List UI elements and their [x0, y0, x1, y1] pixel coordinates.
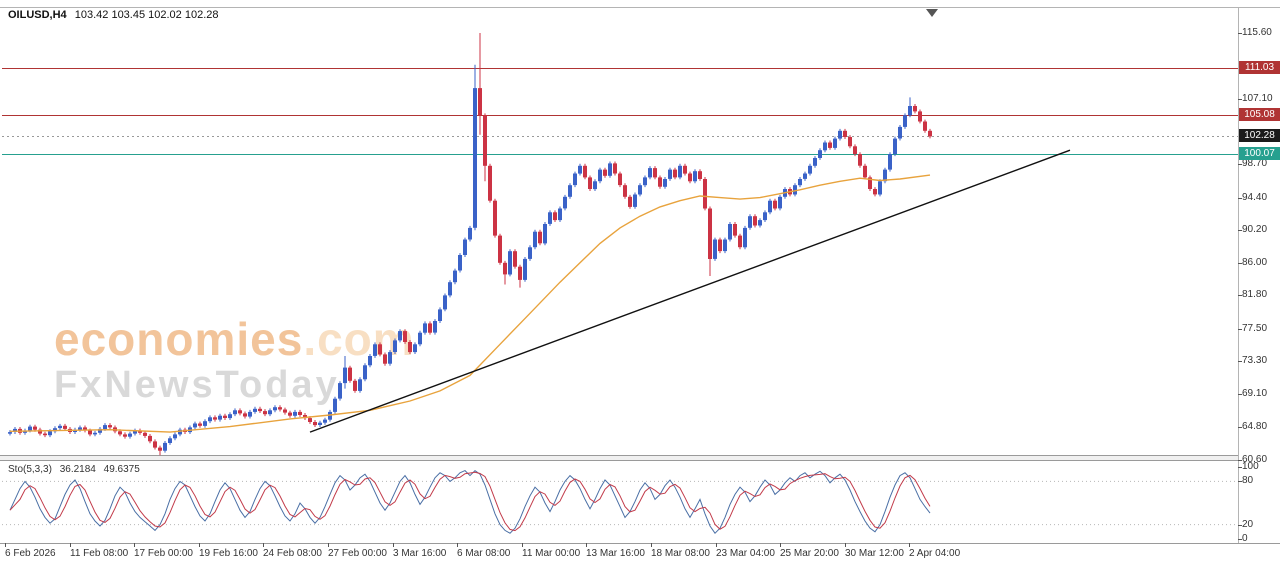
- price-tick-label: 86.00: [1242, 257, 1268, 268]
- price-tick-label: 94.40: [1242, 192, 1268, 203]
- stochastic-tick-label: 20: [1242, 519, 1254, 530]
- stochastic-tick-label: 100: [1242, 461, 1259, 472]
- date-label: 11 Mar 00:00: [522, 548, 581, 559]
- watermark-brand-text: economies: [54, 313, 304, 365]
- chart-shift-marker: [926, 9, 938, 17]
- stochastic-main-value: 36.2184: [59, 464, 96, 475]
- price-tick-label: 98.70: [1242, 158, 1268, 169]
- date-label: 2 Apr 04:00: [909, 548, 961, 559]
- stochastic-tick-label: 0: [1242, 533, 1248, 544]
- date-label: 3 Mar 16:00: [393, 548, 447, 559]
- date-label: 30 Mar 12:00: [845, 548, 904, 559]
- price-tick-label: 81.80: [1242, 289, 1268, 300]
- date-label: 18 Mar 08:00: [651, 548, 710, 559]
- date-label: 27 Feb 00:00: [328, 548, 387, 559]
- date-label: 24 Feb 08:00: [263, 548, 322, 559]
- date-label: 6 Mar 08:00: [457, 548, 511, 559]
- price-tick-label: 90.20: [1242, 224, 1268, 235]
- price-tick-label: 69.10: [1242, 388, 1268, 399]
- price-level-badge: 100.07: [1239, 147, 1280, 160]
- date-label: 6 Feb 2026: [5, 548, 56, 559]
- price-level-badge: 102.28: [1239, 129, 1280, 142]
- date-label: 19 Feb 16:00: [199, 548, 258, 559]
- price-tick-label: 64.80: [1242, 421, 1268, 432]
- stochastic-info: Sto(5,3,3) 36.2184 49.6375: [8, 464, 145, 475]
- price-tick-label: 73.30: [1242, 355, 1268, 366]
- stochastic-tick-label: 80: [1242, 475, 1254, 486]
- candlestick-series: [8, 33, 932, 456]
- date-label: 17 Feb 00:00: [134, 548, 193, 559]
- stochastic-signal-line: [9, 471, 931, 532]
- watermark-tagline: FxNewsToday: [54, 364, 340, 406]
- symbol-timeframe-label: OILUSD,H4: [8, 9, 67, 21]
- price-level-badge: 105.08: [1239, 108, 1280, 121]
- moving-average-line: [9, 174, 931, 433]
- symbol-info: OILUSD,H4 103.42 103.45 102.02 102.28: [8, 9, 219, 21]
- date-label: 23 Mar 04:00: [716, 548, 775, 559]
- price-tick-label: 60.60: [1242, 454, 1268, 465]
- date-label: 13 Mar 16:00: [586, 548, 645, 559]
- price-tick-label: 77.50: [1242, 323, 1268, 334]
- date-label: 11 Feb 08:00: [70, 548, 129, 559]
- panel-divider[interactable]: [0, 456, 1238, 460]
- price-tick-label: 115.60: [1242, 27, 1272, 38]
- stochastic-main-line: [9, 469, 931, 534]
- ohlc-values: 103.42 103.45 102.02 102.28: [74, 9, 219, 21]
- price-tick-label: 107.10: [1242, 93, 1273, 104]
- stochastic-signal-value: 49.6375: [103, 464, 140, 475]
- trendline[interactable]: [309, 149, 1071, 433]
- date-label: 25 Mar 20:00: [780, 548, 839, 559]
- stochastic-label: Sto(5,3,3): [8, 464, 52, 475]
- price-level-badge: 111.03: [1239, 61, 1280, 74]
